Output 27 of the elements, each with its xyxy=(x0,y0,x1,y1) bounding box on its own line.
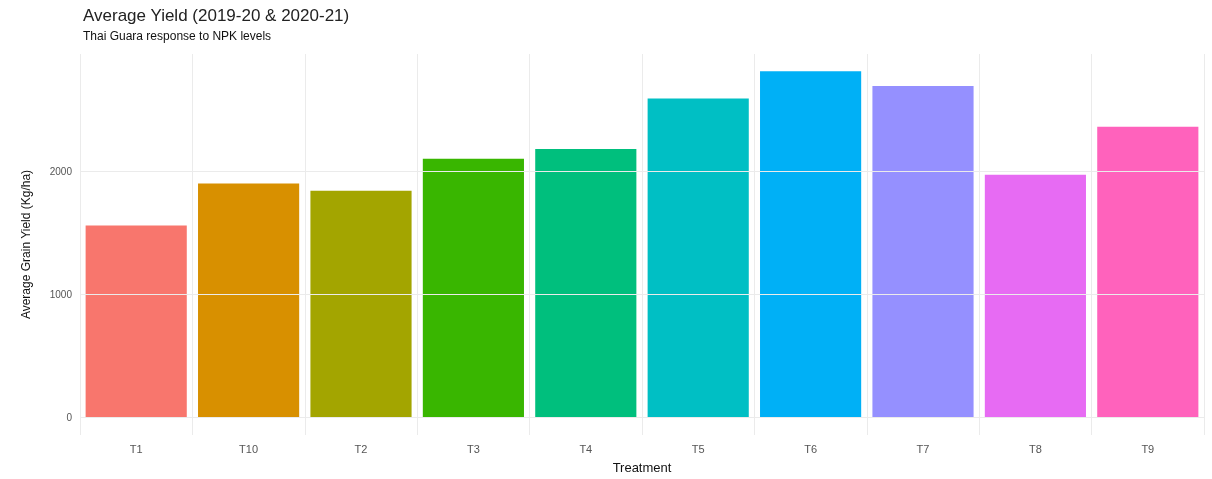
x-tick-label: T1 xyxy=(129,442,143,455)
bar xyxy=(422,158,524,418)
x-tick-label: T2 xyxy=(354,442,368,455)
x-tick-label: T7 xyxy=(916,442,930,455)
bar xyxy=(85,225,187,418)
bar xyxy=(310,190,412,418)
y-tick-label: 2000 xyxy=(49,165,73,177)
bar xyxy=(1097,126,1199,418)
x-tick-label: T5 xyxy=(691,442,705,455)
chart-title: Average Yield (2019-20 & 2020-21) xyxy=(83,6,350,25)
bar xyxy=(760,71,862,418)
x-tick-label: T10 xyxy=(239,442,259,455)
bar xyxy=(984,174,1086,418)
x-tick-label: T8 xyxy=(1028,442,1042,455)
y-axis-title: Average Grain Yield (Kg/ha) xyxy=(19,169,33,320)
chart-subtitle: Thai Guara response to NPK levels xyxy=(83,29,272,43)
y-tick-label: 1000 xyxy=(49,288,73,300)
x-tick-label: T3 xyxy=(466,442,480,455)
y-tick-label: 0 xyxy=(66,412,73,424)
x-axis-title: Treatment xyxy=(612,460,672,475)
x-tick-label: T9 xyxy=(1141,442,1155,455)
bar xyxy=(872,86,974,418)
bar xyxy=(535,148,637,418)
x-tick-label: T6 xyxy=(804,442,818,455)
bar xyxy=(647,98,749,418)
x-tick-label: T4 xyxy=(579,442,593,455)
bar xyxy=(198,183,300,418)
